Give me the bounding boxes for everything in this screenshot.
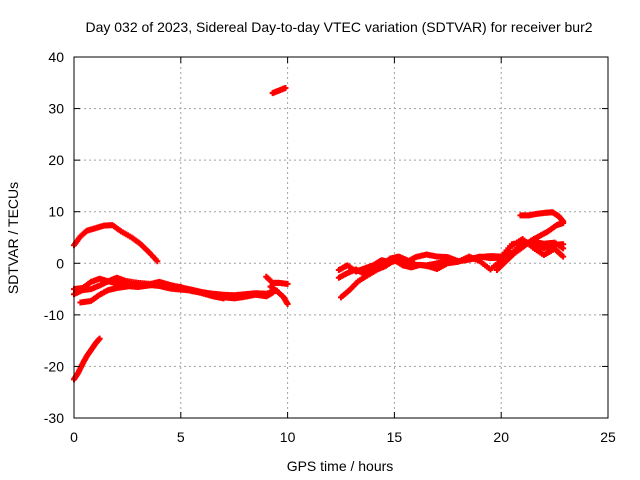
x-tick-label: 25	[600, 429, 616, 445]
data-point	[284, 301, 291, 308]
data-point	[220, 295, 227, 302]
y-tick-label: -10	[44, 307, 64, 323]
y-tick-label: -20	[44, 358, 64, 374]
y-tick-label: 40	[48, 49, 64, 65]
series-late-segment-a	[267, 283, 291, 308]
data-point	[96, 335, 103, 342]
y-tick-label: 0	[56, 255, 64, 271]
y-tick-label: -30	[44, 410, 64, 426]
y-tick-label: 10	[48, 204, 64, 220]
series-late-segment-b	[263, 273, 291, 287]
data-points	[71, 84, 567, 383]
data-point	[284, 280, 291, 287]
series-late-upper	[517, 209, 567, 225]
series-late-convergence	[493, 220, 567, 273]
series-early-dip	[71, 335, 103, 383]
plot-frame	[73, 56, 609, 419]
y-axis: -30 -20 -10 0 10 20 30 40	[44, 49, 608, 426]
data-point	[560, 241, 567, 248]
series-early-cluster-c	[77, 281, 227, 306]
x-tick-label: 5	[177, 429, 185, 445]
series-early-rise	[71, 222, 161, 265]
x-tick-label: 0	[70, 429, 78, 445]
y-tick-label: 20	[48, 152, 64, 168]
y-axis-label: SDTVAR / TECUs	[5, 182, 21, 294]
grid-lines	[74, 57, 608, 418]
data-point	[560, 253, 567, 260]
x-axis: 0 5 10 15 20 25	[70, 57, 616, 445]
data-point	[282, 84, 289, 91]
x-tick-label: 15	[387, 429, 403, 445]
series-isolated-high	[269, 84, 289, 97]
y-tick-label: 30	[48, 101, 64, 117]
data-point	[154, 258, 161, 265]
x-axis-label: GPS time / hours	[287, 458, 394, 474]
chart-title: Day 032 of 2023, Sidereal Day-to-day VTE…	[85, 19, 592, 35]
x-tick-label: 10	[280, 429, 296, 445]
data-point	[560, 220, 567, 227]
x-tick-label: 20	[493, 429, 509, 445]
